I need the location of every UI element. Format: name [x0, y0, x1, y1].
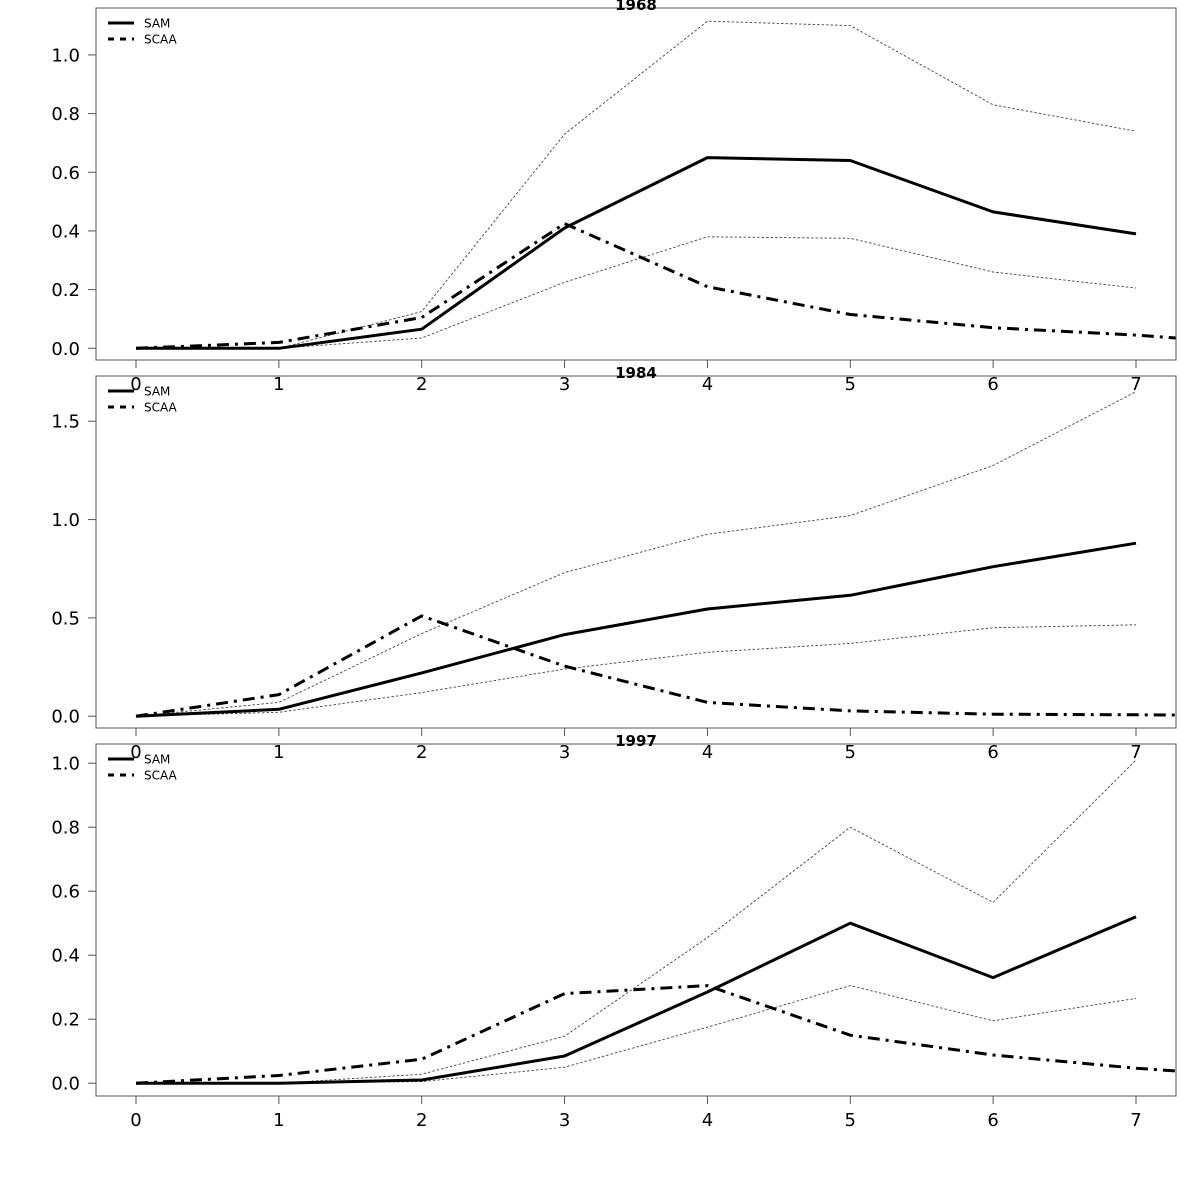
series-line-sam-upper-bound	[136, 759, 1137, 1084]
y-tick-label: 0.6	[51, 882, 80, 903]
x-tick-label: 3	[559, 742, 570, 763]
legend-label-sam: SAM	[144, 17, 170, 31]
legend: SAM SCAA	[108, 385, 178, 415]
x-tick-label: 6	[987, 374, 998, 395]
x-tick-label: 2	[416, 1110, 427, 1131]
legend-label-scaa: SCAA	[144, 401, 178, 415]
x-tick-label: 4	[702, 374, 713, 395]
x-tick-label: 7	[1130, 374, 1141, 395]
x-tick-label: 6	[987, 742, 998, 763]
x-tick-label: 6	[987, 1110, 998, 1131]
x-tick-label: 3	[559, 374, 570, 395]
x-tick-label: 5	[845, 1110, 856, 1131]
x-tick-label: 1	[273, 742, 284, 763]
x-tick-label: 0	[130, 1110, 141, 1131]
series-line-sam	[135, 541, 1137, 718]
y-tick-label: 1.0	[51, 754, 80, 775]
x-tick-label: 1	[273, 374, 284, 395]
legend-label-scaa: SCAA	[144, 769, 178, 783]
panel-title: 1968	[615, 0, 657, 14]
y-tick-label: 0.4	[51, 946, 80, 967]
x-tick-label: 7	[1130, 1110, 1141, 1131]
y-tick-label: 0.4	[51, 221, 80, 242]
y-tick-label: 0.5	[51, 608, 80, 629]
series-line-sam	[136, 156, 1137, 350]
panel-title: 1984	[615, 364, 657, 382]
x-tick-label: 1	[273, 1110, 284, 1131]
panel-1997: 0.0 0.2 0.4 0.6 0.8 1.0 0 1 2 3 4 5 6 7 1997 SAM SCAA	[51, 732, 1177, 1131]
y-tick-label: 0.2	[51, 1010, 80, 1031]
legend: SAM SCAA	[108, 17, 178, 47]
x-tick-label: 5	[845, 742, 856, 763]
x-tick-label: 2	[416, 374, 427, 395]
series-line-sam-upper-bound	[135, 391, 1137, 717]
x-tick-label: 0	[130, 374, 141, 395]
legend-label-sam: SAM	[144, 753, 170, 767]
x-tick-label: 2	[416, 742, 427, 763]
y-tick-label: 0.0	[51, 339, 80, 360]
plot-frame	[95, 375, 1177, 729]
x-tick-label: 5	[845, 374, 856, 395]
y-tick-label: 0.8	[51, 818, 80, 839]
series-line-sam	[136, 915, 1137, 1085]
series-line-sam-upper-bound	[136, 20, 1137, 349]
y-tick-label: 0.0	[51, 1074, 80, 1095]
series-line-sam-lower-bound	[135, 624, 1137, 717]
legend-label-sam: SAM	[144, 385, 170, 399]
panel-1968: 0.0 0.2 0.4 0.6 0.8 1.0 0 1 2 3 4 5 6 7 1968 SAM SCAA	[51, 0, 1177, 395]
legend-label-scaa: SCAA	[144, 33, 178, 47]
y-tick-label: 1.0	[51, 45, 80, 66]
series-line-scaa	[135, 222, 1176, 350]
y-tick-label: 0.2	[51, 280, 80, 301]
series-line-scaa	[135, 614, 1176, 718]
y-tick-label: 1.5	[51, 412, 80, 433]
x-tick-label: 4	[702, 742, 713, 763]
x-tick-label: 3	[559, 1110, 570, 1131]
x-tick-label: 4	[702, 1110, 713, 1131]
series-line-sam-lower-bound	[136, 236, 1137, 349]
plot-frame	[95, 743, 1177, 1097]
panel-title: 1997	[615, 732, 657, 750]
series-line-scaa	[135, 984, 1176, 1085]
plot-frame	[95, 7, 1177, 361]
x-tick-label: 7	[1130, 742, 1141, 763]
series-line-sam-lower-bound	[136, 985, 1137, 1084]
y-tick-label: 0.0	[51, 707, 80, 728]
x-tick-label: 0	[130, 742, 141, 763]
y-tick-label: 0.8	[51, 104, 80, 125]
y-tick-label: 0.6	[51, 163, 80, 184]
y-tick-label: 1.0	[51, 510, 80, 531]
panel-1984: 0.0 0.5 1.0 1.5 0 1 2 3 4 5 6 7 1984 SAM SCAA	[51, 364, 1177, 763]
legend: SAM SCAA	[108, 753, 178, 783]
